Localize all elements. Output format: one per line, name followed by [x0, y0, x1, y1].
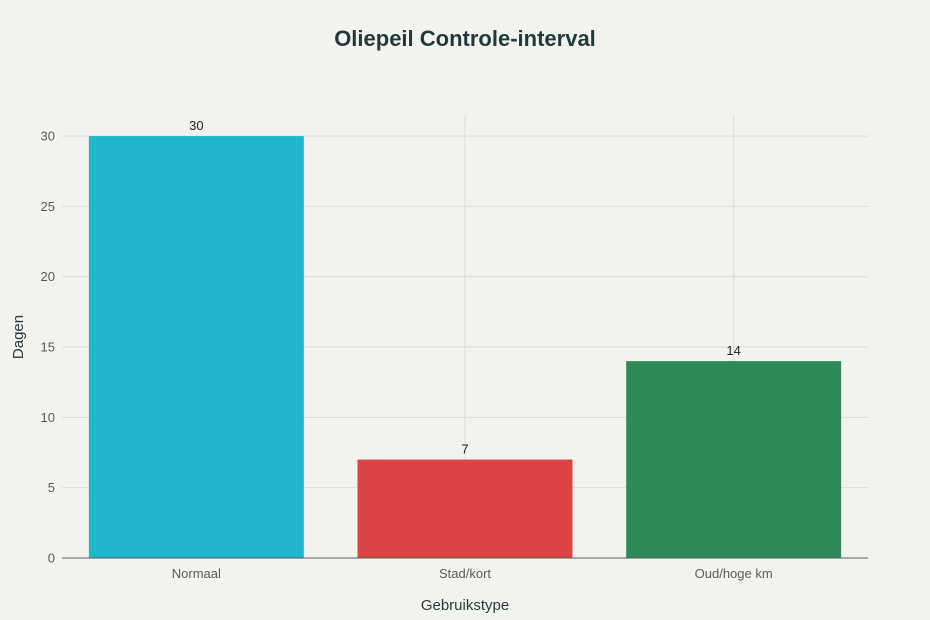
bar-value-label: 30	[189, 118, 203, 133]
bar-value-label: 7	[461, 442, 468, 457]
y-tick-label: 20	[41, 269, 55, 284]
x-tick-label: Normaal	[172, 566, 221, 581]
bar-1[interactable]	[357, 459, 573, 558]
y-tick-label: 10	[41, 410, 55, 425]
x-tick-label: Oud/hoge km	[695, 566, 773, 581]
chart-title: Oliepeil Controle-interval	[334, 26, 596, 51]
bar-2[interactable]	[626, 361, 842, 558]
bar-value-label: 14	[726, 343, 740, 358]
x-axis-title: Gebruikstype	[421, 597, 509, 614]
y-tick-label: 30	[41, 129, 55, 144]
y-tick-label: 25	[41, 199, 55, 214]
x-tick-label: Stad/kort	[439, 566, 491, 581]
y-tick-label: 5	[48, 480, 55, 495]
y-axis-title: Dagen	[10, 315, 27, 359]
label-layer: 30 7 14	[189, 118, 741, 456]
y-tick-label: 15	[41, 340, 55, 355]
bar-layer	[88, 136, 842, 558]
y-tick-label: 0	[48, 551, 55, 566]
axis-layer: 0 5 10 15 20 25 30 Normaal Stad/kort Oud/hoge km	[41, 129, 868, 581]
bar-0[interactable]	[88, 136, 304, 558]
